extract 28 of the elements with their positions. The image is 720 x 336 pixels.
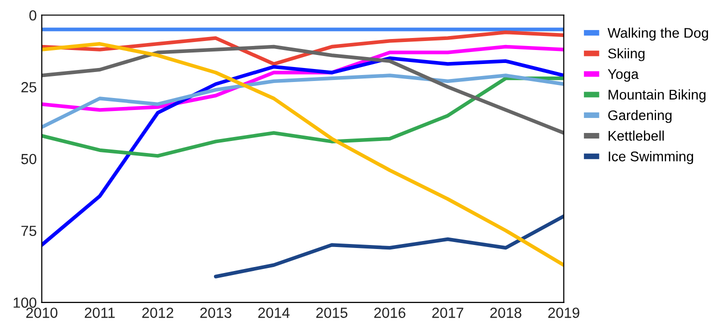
legend-label: Skiing bbox=[608, 48, 644, 62]
x-tick-label: 2018 bbox=[490, 308, 522, 318]
legend-label: Kettlebell bbox=[608, 130, 664, 141]
legend-label: Walking the Dog bbox=[608, 28, 708, 41]
legend-label: Yoga bbox=[608, 69, 639, 82]
y-tick-label: 75 bbox=[21, 226, 36, 236]
line-series bbox=[42, 74, 564, 129]
x-tick-label: 2012 bbox=[142, 308, 174, 318]
x-tick-label: 2011 bbox=[84, 308, 115, 318]
line-series bbox=[42, 56, 564, 247]
y-tick-label: 50 bbox=[21, 154, 36, 164]
x-tick-label: 2010 bbox=[26, 308, 58, 318]
x-tick-label: 2017 bbox=[432, 308, 464, 318]
x-tick-label: 2019 bbox=[548, 308, 580, 318]
y-tick-label: 25 bbox=[21, 82, 36, 92]
x-tick-label: 2016 bbox=[374, 308, 406, 318]
line-series bbox=[42, 42, 564, 267]
legend-label: Ice Swimming bbox=[608, 151, 694, 164]
x-tick-label: 2013 bbox=[200, 308, 232, 318]
line-series bbox=[42, 76, 564, 158]
legend-label: Gardening bbox=[608, 110, 672, 123]
y-tick-label: 0 bbox=[29, 10, 36, 21]
x-tick-label: 2015 bbox=[316, 308, 348, 318]
legend-label: Mountain Biking bbox=[608, 89, 706, 102]
x-tick-label: 2014 bbox=[258, 308, 290, 318]
line-series bbox=[42, 44, 564, 135]
y-tick-label: 100 bbox=[14, 298, 36, 308]
line-series bbox=[214, 214, 564, 278]
